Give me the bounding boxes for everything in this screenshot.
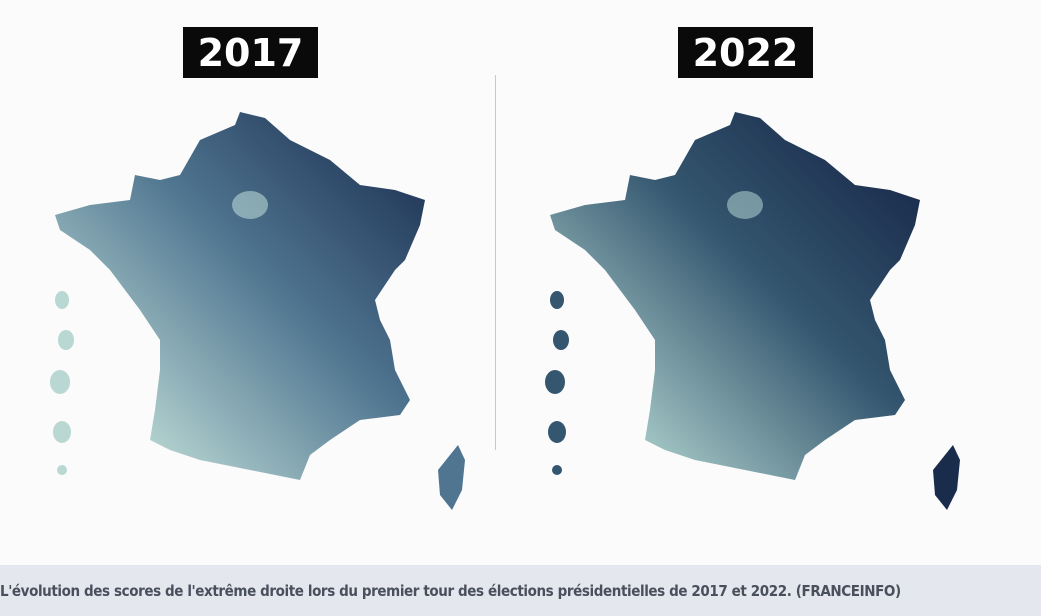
mainland-france — [55, 112, 425, 480]
overseas-territory — [50, 370, 70, 394]
corsica — [438, 445, 465, 510]
overseas-territory — [57, 465, 67, 475]
overseas-territory — [548, 421, 566, 443]
paris-region — [727, 191, 763, 219]
figure-caption: L'évolution des scores de l'extrême droi… — [0, 565, 1041, 616]
overseas-territory — [55, 291, 69, 309]
divider — [495, 75, 496, 450]
corsica — [933, 445, 960, 510]
map-2022 — [545, 112, 960, 510]
map-2017 — [50, 112, 465, 510]
year-label-2022: 2022 — [678, 27, 813, 78]
overseas-territory — [53, 421, 71, 443]
overseas-territory — [58, 330, 74, 350]
year-label-2017: 2017 — [183, 27, 318, 78]
paris-region — [232, 191, 268, 219]
overseas-territory — [550, 291, 564, 309]
mainland-france — [550, 112, 920, 480]
overseas-territory — [552, 465, 562, 475]
overseas-territory — [545, 370, 565, 394]
overseas-territory — [553, 330, 569, 350]
maps-svg — [50, 112, 960, 510]
